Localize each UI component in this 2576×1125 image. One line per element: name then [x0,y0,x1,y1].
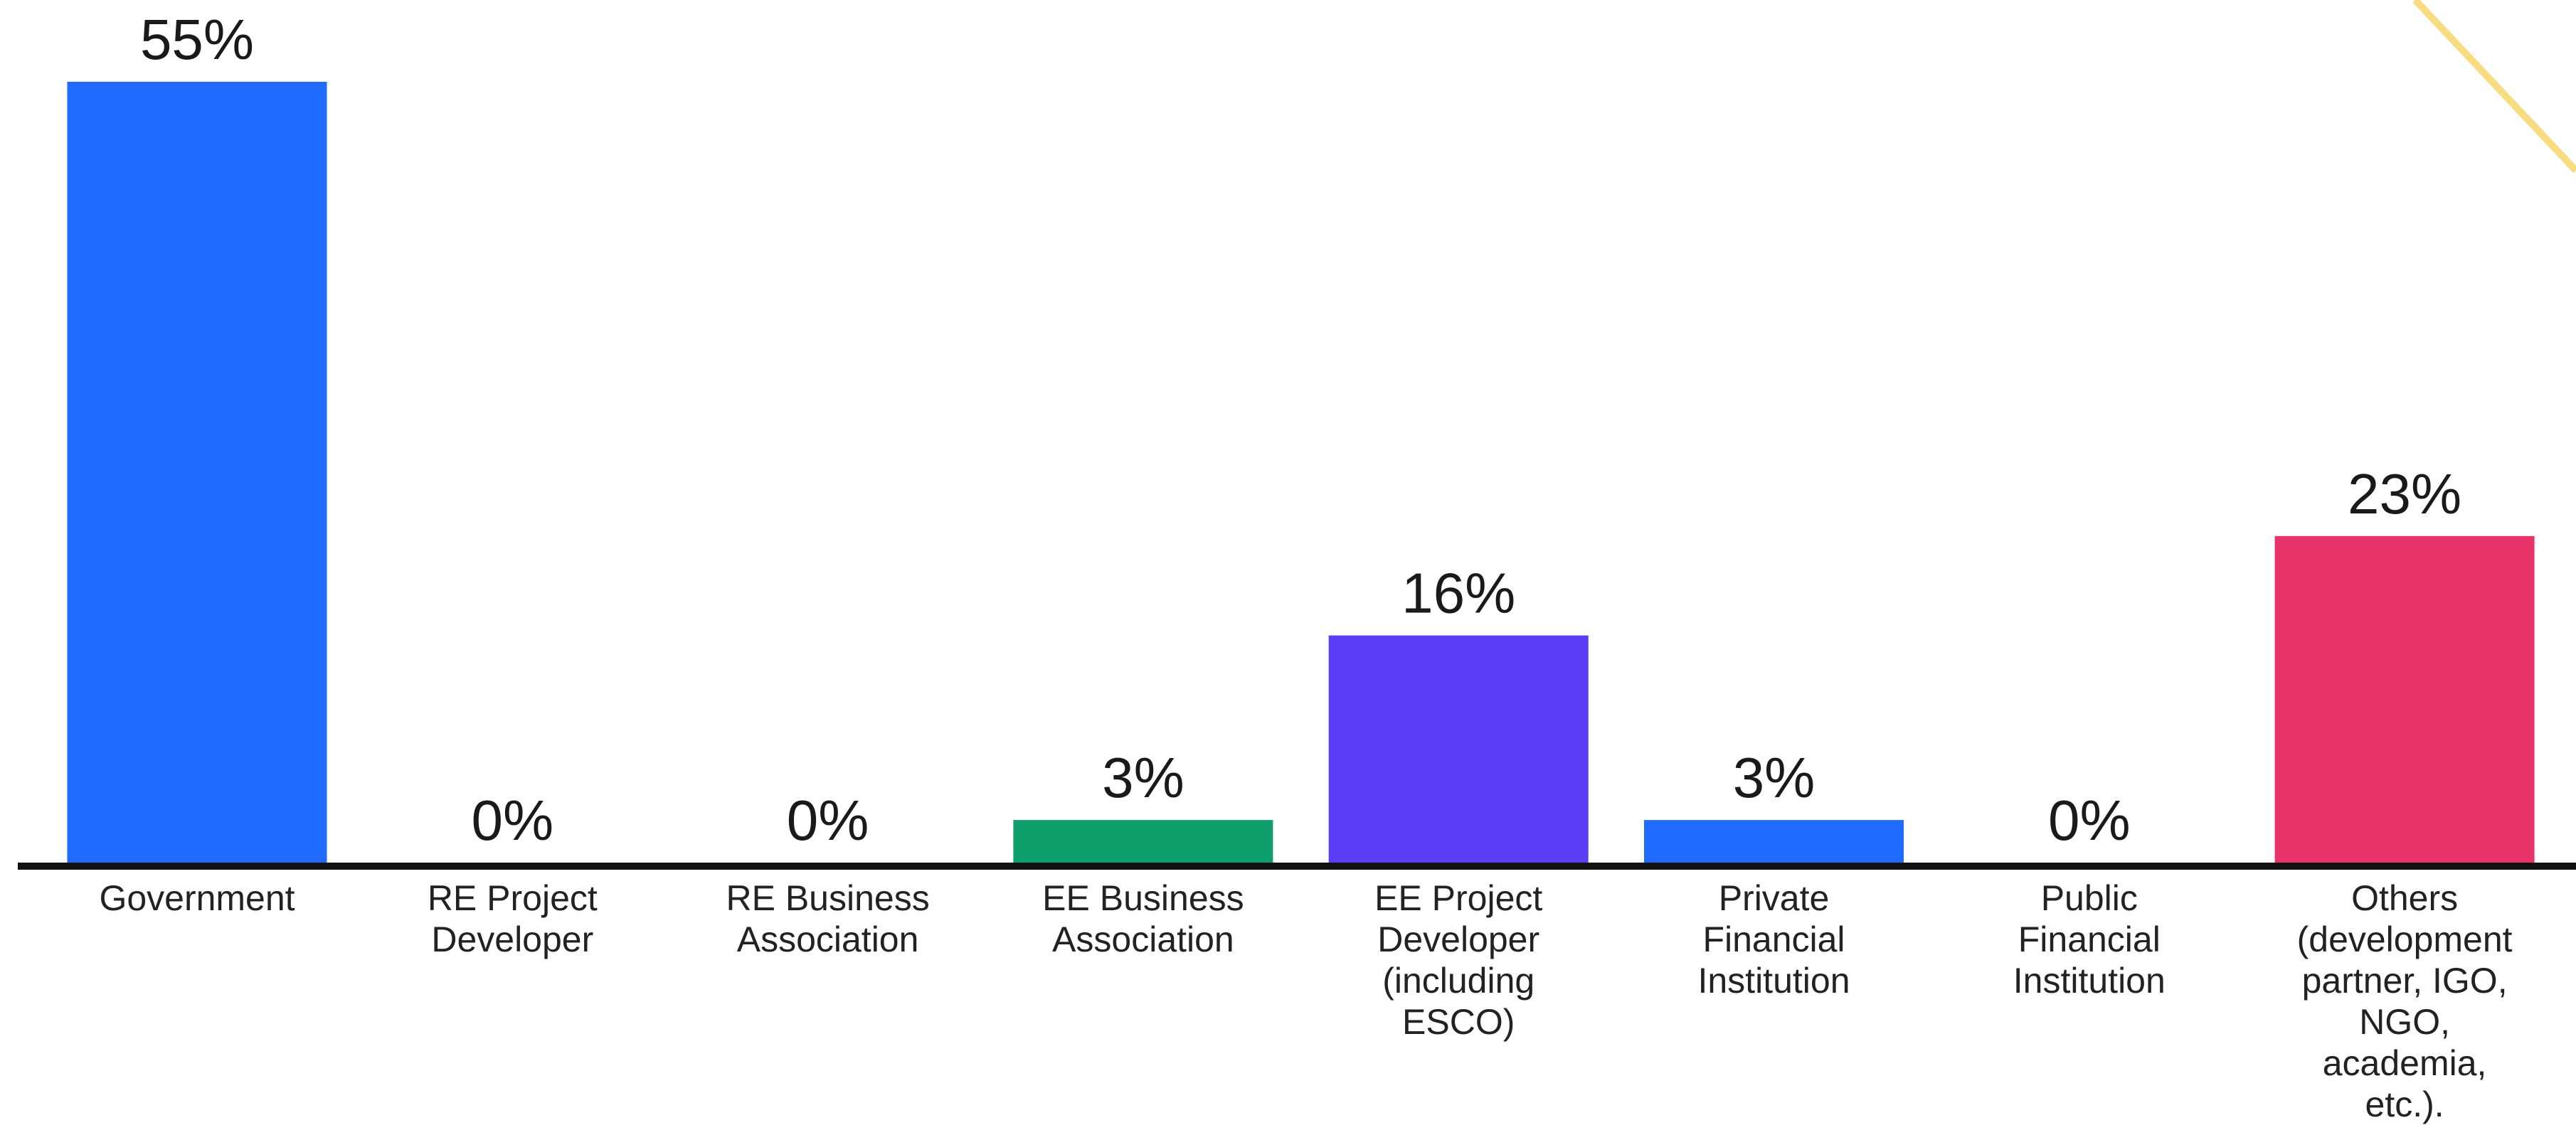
category-label-line: Association [1052,919,1234,959]
category-label-line: (including [1382,961,1535,1001]
category-label-line: ESCO) [1402,1002,1515,1042]
category-label-line: Institution [2013,961,2166,1001]
category-label-line: Public [2041,878,2138,918]
category-label-line: academia, [2323,1043,2487,1083]
category-label-line: Developer [1377,919,1539,959]
bar-5 [1644,820,1904,863]
category-label-line: RE Project [428,878,598,918]
category-label-3: EE Business Association [1042,878,1244,959]
category-label-line: Government [99,878,295,918]
category-label-line: Others [2351,878,2458,918]
bars-layer [67,82,2535,863]
decorative-diagonal-line [2412,0,2576,174]
value-label-0: 55% [140,8,254,71]
category-label-1: RE Project Developer [428,878,598,959]
value-label-2: 0% [787,789,869,852]
value-label-5: 3% [1733,746,1816,809]
category-label-4: EE Project Developer (including ESCO) [1374,878,1542,1042]
category-label-line: Institution [1697,961,1850,1001]
value-label-1: 0% [471,789,553,852]
value-labels-layer: 55% 0% 0% 3% 16% 3% 0% 23% [140,8,2461,852]
category-label-line: EE Project [1374,878,1542,918]
bar-0 [67,82,327,863]
category-label-line: RE Business [726,878,929,918]
category-label-0: Government [99,878,295,918]
value-label-3: 3% [1102,746,1184,809]
value-label-7: 23% [2348,462,2461,526]
category-label-line: etc.). [2365,1084,2444,1124]
category-label-2: RE Business Association [726,878,929,959]
category-label-5: Private Financial Institution [1697,878,1850,1001]
value-label-6: 0% [2048,789,2131,852]
category-label-line: EE Business [1042,878,1244,918]
category-label-7: Others (development partner, IGO, NGO, acade… [2297,878,2513,1124]
category-label-line: Financial [2018,919,2161,959]
category-label-line: (development [2297,919,2513,959]
value-label-4: 16% [1401,562,1515,625]
bar-3 [1013,820,1273,863]
category-label-6: Public Financial Institution [2013,878,2166,1001]
bar-4 [1328,635,1589,863]
category-label-line: Developer [431,919,593,959]
bar-7 [2274,535,2535,863]
category-label-line: NGO, [2359,1002,2450,1042]
category-label-line: Private [1719,878,1830,918]
category-label-line: partner, IGO, [2302,961,2508,1001]
category-label-line: Association [737,919,919,959]
category-label-line: Financial [1702,919,1845,959]
